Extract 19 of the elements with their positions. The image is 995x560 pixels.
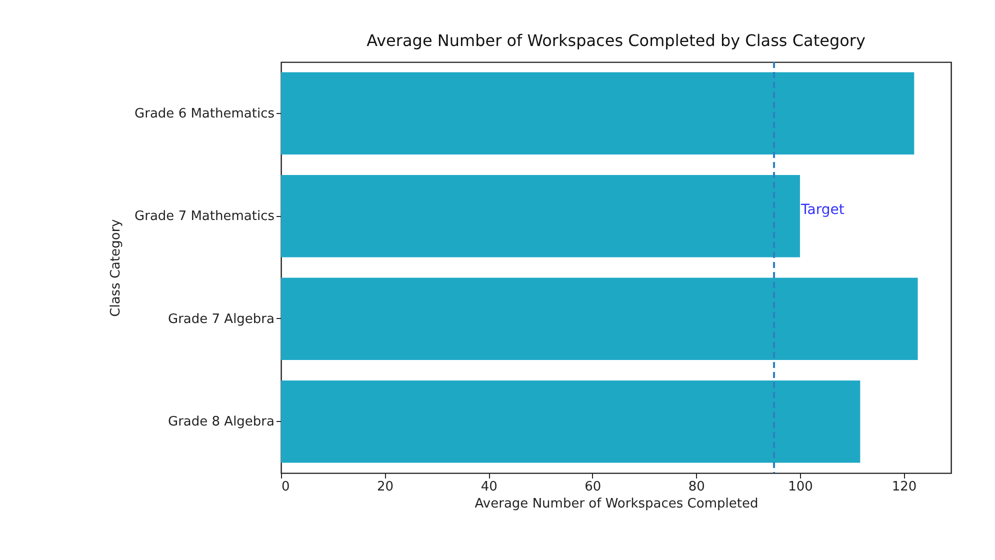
x-tick-label: 80 xyxy=(688,480,705,494)
y-tick-label: Grade 7 Algebra xyxy=(168,312,274,327)
y-tick-label: Grade 7 Mathematics xyxy=(134,209,275,224)
bar xyxy=(281,380,860,463)
x-tick-label: 60 xyxy=(584,480,602,494)
x-tick-label: 120 xyxy=(892,480,917,494)
x-tick-label: 40 xyxy=(480,480,498,494)
bar xyxy=(281,72,914,154)
bar xyxy=(281,278,918,360)
x-axis-title: Average Number of Workspaces Completed xyxy=(474,496,758,512)
x-tick-label: 20 xyxy=(377,480,394,494)
y-tick-label: Grade 6 Mathematics xyxy=(134,106,275,122)
y-tick-label: Grade 8 Algebra xyxy=(168,414,274,430)
bar xyxy=(281,175,800,258)
chart-title: Average Number of Workspaces Completed by Class Category xyxy=(366,31,866,50)
ref-line-label: Target xyxy=(800,202,845,218)
y-axis-title: Class Category xyxy=(108,218,124,317)
x-tick-label: 100 xyxy=(788,480,813,494)
x-tick-label: 0 xyxy=(282,480,290,494)
